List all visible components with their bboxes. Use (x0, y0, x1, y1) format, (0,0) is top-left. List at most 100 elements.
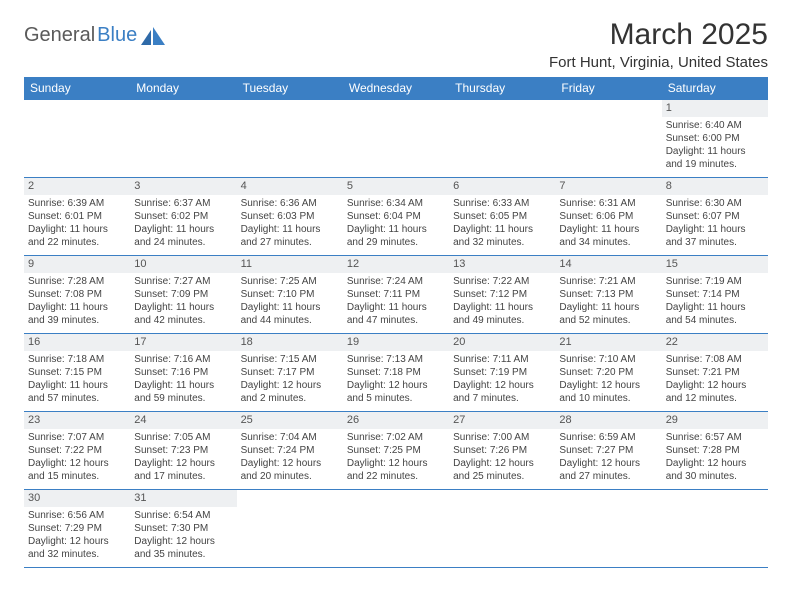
calendar-empty-cell (662, 490, 768, 568)
sunrise-line: Sunrise: 6:31 AM (559, 197, 657, 210)
calendar-day-cell: 8Sunrise: 6:30 AMSunset: 6:07 PMDaylight… (662, 178, 768, 256)
day-number: 13 (449, 256, 555, 273)
day-details: Sunrise: 7:07 AMSunset: 7:22 PMDaylight:… (24, 429, 130, 487)
day-number: 15 (662, 256, 768, 273)
day-details: Sunrise: 7:28 AMSunset: 7:08 PMDaylight:… (24, 273, 130, 331)
sunset-line: Sunset: 6:06 PM (559, 210, 657, 223)
sunrise-line: Sunrise: 6:57 AM (666, 431, 764, 444)
calendar-day-cell: 11Sunrise: 7:25 AMSunset: 7:10 PMDayligh… (237, 256, 343, 334)
day-number: 3 (130, 178, 236, 195)
calendar-day-cell: 26Sunrise: 7:02 AMSunset: 7:25 PMDayligh… (343, 412, 449, 490)
calendar-empty-cell (343, 100, 449, 178)
day-number: 14 (555, 256, 661, 273)
sunset-line: Sunset: 7:23 PM (134, 444, 232, 457)
sunset-line: Sunset: 6:02 PM (134, 210, 232, 223)
calendar-day-cell: 10Sunrise: 7:27 AMSunset: 7:09 PMDayligh… (130, 256, 236, 334)
calendar-table: SundayMondayTuesdayWednesdayThursdayFrid… (24, 77, 768, 568)
sunrise-line: Sunrise: 7:10 AM (559, 353, 657, 366)
calendar-week-row: 9Sunrise: 7:28 AMSunset: 7:08 PMDaylight… (24, 256, 768, 334)
calendar-header-row: SundayMondayTuesdayWednesdayThursdayFrid… (24, 77, 768, 100)
calendar-day-cell: 24Sunrise: 7:05 AMSunset: 7:23 PMDayligh… (130, 412, 236, 490)
calendar-week-row: 30Sunrise: 6:56 AMSunset: 7:29 PMDayligh… (24, 490, 768, 568)
daylight-line: Daylight: 11 hours and 49 minutes. (453, 301, 551, 327)
sunrise-line: Sunrise: 6:56 AM (28, 509, 126, 522)
sunrise-line: Sunrise: 6:33 AM (453, 197, 551, 210)
daylight-line: Daylight: 12 hours and 30 minutes. (666, 457, 764, 483)
daylight-line: Daylight: 11 hours and 32 minutes. (453, 223, 551, 249)
sunrise-line: Sunrise: 7:19 AM (666, 275, 764, 288)
day-number: 26 (343, 412, 449, 429)
sunset-line: Sunset: 7:19 PM (453, 366, 551, 379)
sunrise-line: Sunrise: 6:59 AM (559, 431, 657, 444)
day-details: Sunrise: 7:02 AMSunset: 7:25 PMDaylight:… (343, 429, 449, 487)
daylight-line: Daylight: 12 hours and 5 minutes. (347, 379, 445, 405)
calendar-day-cell: 4Sunrise: 6:36 AMSunset: 6:03 PMDaylight… (237, 178, 343, 256)
day-number: 9 (24, 256, 130, 273)
sunrise-line: Sunrise: 6:54 AM (134, 509, 232, 522)
sunset-line: Sunset: 7:20 PM (559, 366, 657, 379)
calendar-week-row: 16Sunrise: 7:18 AMSunset: 7:15 PMDayligh… (24, 334, 768, 412)
day-number: 17 (130, 334, 236, 351)
day-details: Sunrise: 6:39 AMSunset: 6:01 PMDaylight:… (24, 195, 130, 253)
day-details: Sunrise: 7:19 AMSunset: 7:14 PMDaylight:… (662, 273, 768, 331)
daylight-line: Daylight: 12 hours and 22 minutes. (347, 457, 445, 483)
daylight-line: Daylight: 11 hours and 42 minutes. (134, 301, 232, 327)
calendar-day-cell: 2Sunrise: 6:39 AMSunset: 6:01 PMDaylight… (24, 178, 130, 256)
daylight-line: Daylight: 11 hours and 59 minutes. (134, 379, 232, 405)
day-details: Sunrise: 7:16 AMSunset: 7:16 PMDaylight:… (130, 351, 236, 409)
daylight-line: Daylight: 11 hours and 44 minutes. (241, 301, 339, 327)
daylight-line: Daylight: 11 hours and 57 minutes. (28, 379, 126, 405)
daylight-line: Daylight: 11 hours and 34 minutes. (559, 223, 657, 249)
day-number: 21 (555, 334, 661, 351)
day-number: 1 (662, 100, 768, 117)
day-number: 10 (130, 256, 236, 273)
day-details: Sunrise: 7:05 AMSunset: 7:23 PMDaylight:… (130, 429, 236, 487)
day-number: 24 (130, 412, 236, 429)
calendar-day-cell: 18Sunrise: 7:15 AMSunset: 7:17 PMDayligh… (237, 334, 343, 412)
sunset-line: Sunset: 7:24 PM (241, 444, 339, 457)
daylight-line: Daylight: 12 hours and 12 minutes. (666, 379, 764, 405)
sunset-line: Sunset: 7:21 PM (666, 366, 764, 379)
sunset-line: Sunset: 7:17 PM (241, 366, 339, 379)
daylight-line: Daylight: 12 hours and 27 minutes. (559, 457, 657, 483)
sunset-line: Sunset: 6:04 PM (347, 210, 445, 223)
logo-text-second: Blue (97, 24, 137, 47)
daylight-line: Daylight: 11 hours and 22 minutes. (28, 223, 126, 249)
day-number: 25 (237, 412, 343, 429)
daylight-line: Daylight: 12 hours and 7 minutes. (453, 379, 551, 405)
calendar-day-cell: 9Sunrise: 7:28 AMSunset: 7:08 PMDaylight… (24, 256, 130, 334)
calendar-day-cell: 29Sunrise: 6:57 AMSunset: 7:28 PMDayligh… (662, 412, 768, 490)
calendar-week-row: 1Sunrise: 6:40 AMSunset: 6:00 PMDaylight… (24, 100, 768, 178)
daylight-line: Daylight: 11 hours and 19 minutes. (666, 145, 764, 171)
day-number: 6 (449, 178, 555, 195)
daylight-line: Daylight: 11 hours and 24 minutes. (134, 223, 232, 249)
day-details: Sunrise: 7:25 AMSunset: 7:10 PMDaylight:… (237, 273, 343, 331)
weekday-header: Saturday (662, 77, 768, 100)
sunrise-line: Sunrise: 6:40 AM (666, 119, 764, 132)
calendar-day-cell: 14Sunrise: 7:21 AMSunset: 7:13 PMDayligh… (555, 256, 661, 334)
day-details: Sunrise: 7:04 AMSunset: 7:24 PMDaylight:… (237, 429, 343, 487)
daylight-line: Daylight: 12 hours and 10 minutes. (559, 379, 657, 405)
weekday-header: Friday (555, 77, 661, 100)
day-number: 7 (555, 178, 661, 195)
day-details: Sunrise: 6:33 AMSunset: 6:05 PMDaylight:… (449, 195, 555, 253)
weekday-header: Tuesday (237, 77, 343, 100)
sunset-line: Sunset: 7:09 PM (134, 288, 232, 301)
calendar-empty-cell (343, 490, 449, 568)
sunset-line: Sunset: 7:15 PM (28, 366, 126, 379)
day-number: 8 (662, 178, 768, 195)
calendar-day-cell: 25Sunrise: 7:04 AMSunset: 7:24 PMDayligh… (237, 412, 343, 490)
weekday-header: Monday (130, 77, 236, 100)
sunrise-line: Sunrise: 7:08 AM (666, 353, 764, 366)
day-details: Sunrise: 6:56 AMSunset: 7:29 PMDaylight:… (24, 507, 130, 565)
sunset-line: Sunset: 6:07 PM (666, 210, 764, 223)
sunset-line: Sunset: 7:22 PM (28, 444, 126, 457)
sunrise-line: Sunrise: 6:34 AM (347, 197, 445, 210)
day-details: Sunrise: 7:21 AMSunset: 7:13 PMDaylight:… (555, 273, 661, 331)
day-details: Sunrise: 6:34 AMSunset: 6:04 PMDaylight:… (343, 195, 449, 253)
day-details: Sunrise: 7:27 AMSunset: 7:09 PMDaylight:… (130, 273, 236, 331)
weekday-header: Wednesday (343, 77, 449, 100)
day-number: 19 (343, 334, 449, 351)
daylight-line: Daylight: 12 hours and 32 minutes. (28, 535, 126, 561)
sunrise-line: Sunrise: 7:24 AM (347, 275, 445, 288)
